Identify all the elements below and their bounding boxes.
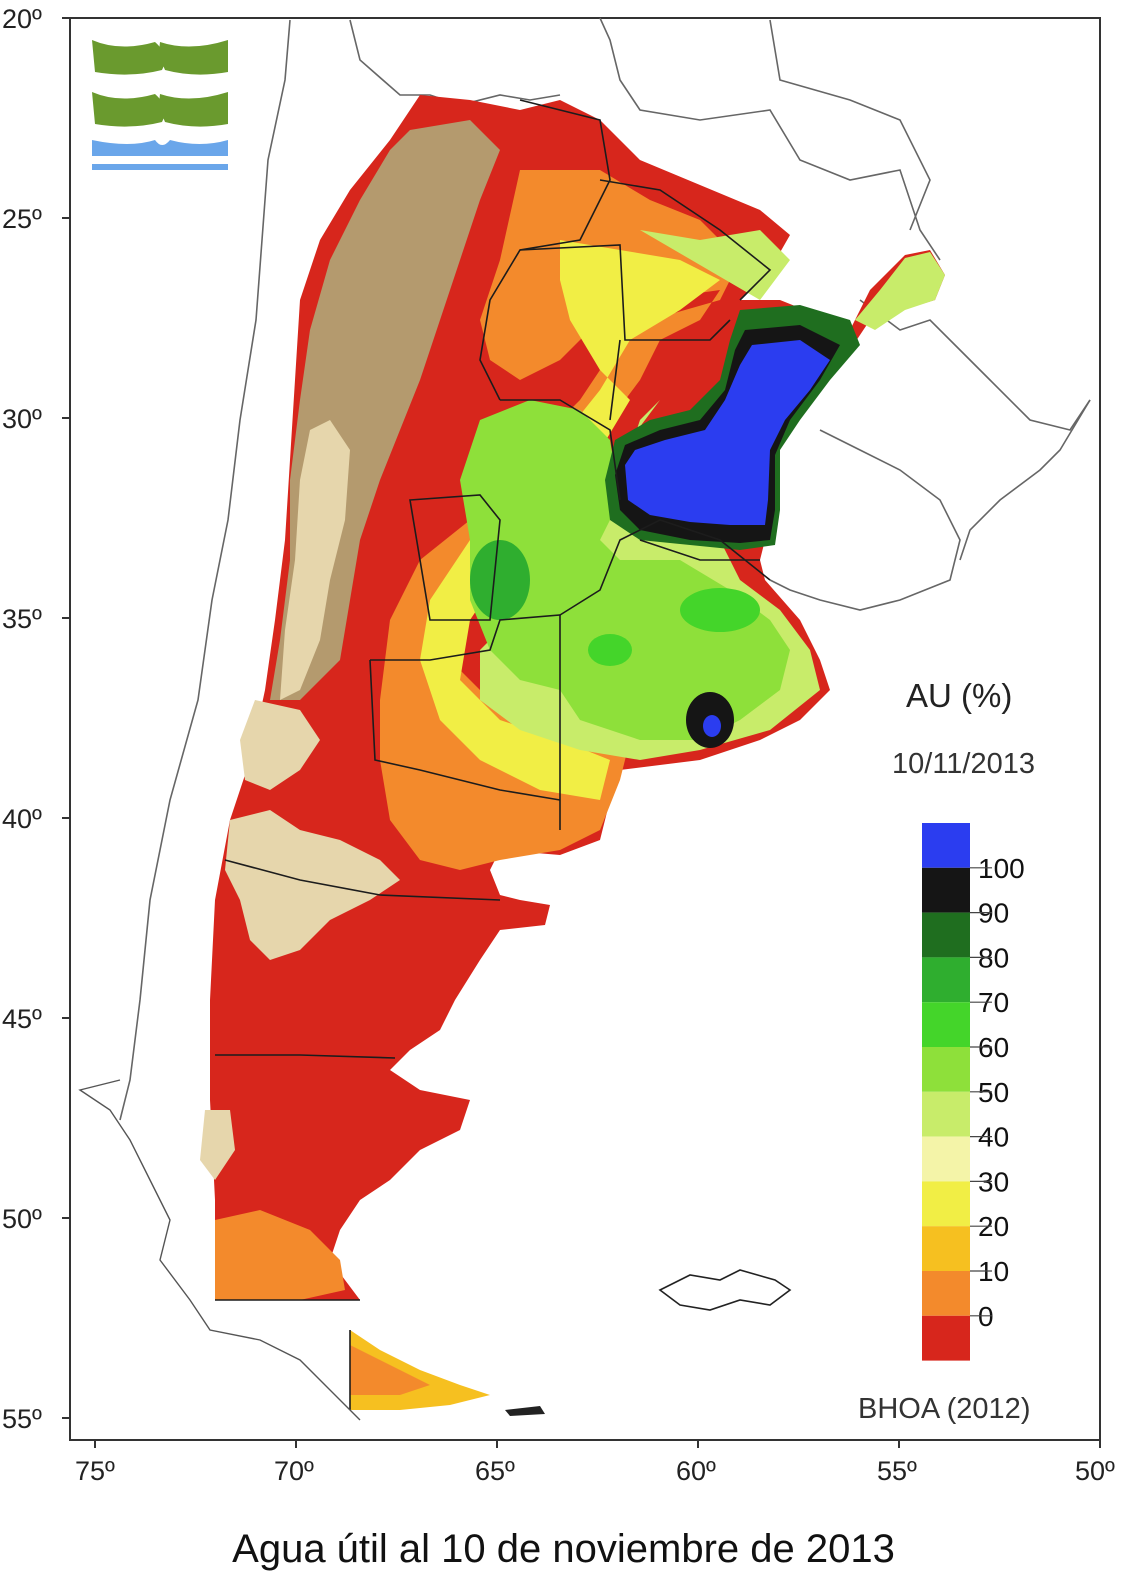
- legend-swatch-4: [922, 1002, 970, 1047]
- region-green-70: [470, 540, 530, 620]
- lon-label-70: 70º: [274, 1456, 314, 1486]
- chile-coast: [78, 1079, 361, 1421]
- legend-swatch-3: [922, 957, 970, 1003]
- lon-label-50: 50º: [1075, 1456, 1115, 1486]
- legend-swatch-10: [922, 1271, 970, 1316]
- lat-label-50: 50º: [2, 1204, 42, 1234]
- lat-label-25: 25º: [2, 204, 42, 234]
- logo-leaf-bottom: [92, 92, 228, 127]
- lat-label-20: 20º: [2, 4, 42, 34]
- region-patagonia-light: [200, 1110, 235, 1180]
- region-blue: [625, 340, 830, 525]
- province-borders: [215, 99, 772, 1410]
- source-label: BHOA (2012): [858, 1393, 1030, 1425]
- isla-estados: [505, 1406, 545, 1416]
- lat-label-45: 45º: [2, 1004, 42, 1034]
- region-spot-blue: [703, 715, 721, 737]
- legend-swatch-7: [922, 1136, 970, 1182]
- logo-water-line: [92, 164, 228, 170]
- legend-swatch-11: [922, 1315, 970, 1361]
- lon-label-55: 55º: [877, 1456, 917, 1486]
- region-yellow: [420, 240, 720, 800]
- region-south-orange: [215, 1210, 345, 1300]
- neighbour-borders: [119, 17, 1091, 1121]
- lon-ticks: [94, 1440, 1101, 1448]
- lat-label-40: 40º: [2, 804, 42, 834]
- legend-date: 10/11/2013: [892, 748, 1035, 780]
- region-andes-light-south2: [240, 700, 320, 790]
- lat-ticks: [62, 17, 70, 1419]
- region-green-60b: [680, 588, 760, 632]
- region-andes-light: [280, 420, 350, 700]
- legend-swatch-1: [922, 867, 970, 913]
- legend-swatch-5: [922, 1047, 970, 1092]
- lon-label-60: 60º: [676, 1456, 716, 1486]
- region-green: [460, 400, 790, 740]
- lat-label-30: 30º: [2, 404, 42, 434]
- legend-swatch-8: [922, 1181, 970, 1227]
- figure-caption: Agua útil al 10 de noviembre de 2013: [232, 1527, 895, 1571]
- legend-swatch-6: [922, 1091, 970, 1137]
- lon-label-65: 65º: [475, 1456, 515, 1486]
- logo-leaf-top: [92, 40, 228, 75]
- institution-logo: [92, 40, 228, 170]
- region-tdf-orange: [350, 1345, 430, 1395]
- region-misiones: [855, 252, 945, 330]
- lat-label-35: 35º: [2, 604, 42, 634]
- region-andes-light-south: [225, 810, 400, 960]
- malvinas-islands: [658, 1269, 792, 1311]
- legend-swatch-9: [922, 1226, 970, 1271]
- region-green-60a: [588, 634, 632, 666]
- argentina-au-field: [200, 95, 945, 1410]
- legend-swatch-0: [922, 823, 970, 868]
- lat-label-55: 55º: [2, 1404, 42, 1434]
- legend-swatch-2: [922, 912, 970, 958]
- legend-title: AU (%): [906, 677, 1012, 714]
- lon-label-75: 75º: [75, 1456, 115, 1486]
- logo-water: [92, 140, 228, 156]
